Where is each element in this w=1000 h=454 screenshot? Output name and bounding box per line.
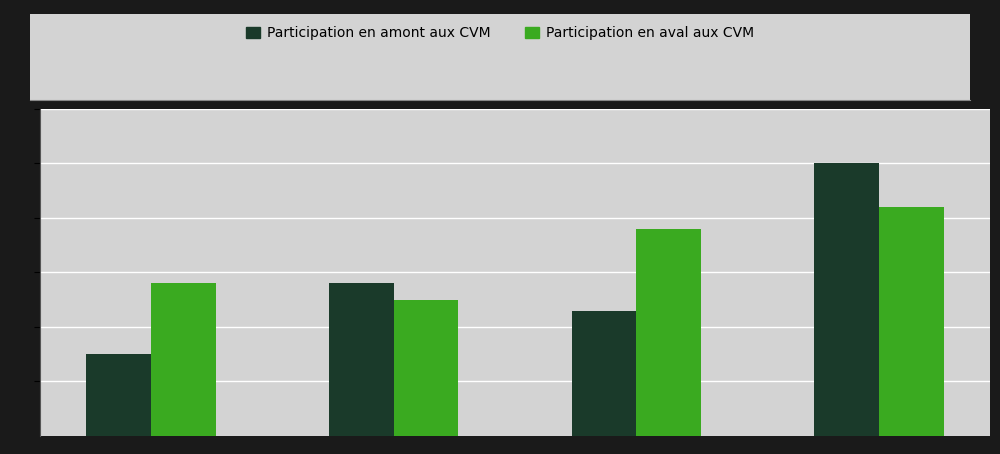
Bar xyxy=(879,207,944,436)
Bar xyxy=(636,229,701,436)
Legend: Participation en amont aux CVM, Participation en aval aux CVM: Participation en amont aux CVM, Particip… xyxy=(240,20,760,46)
Bar xyxy=(86,354,151,436)
Bar xyxy=(572,311,636,436)
Bar xyxy=(394,300,458,436)
Bar xyxy=(329,283,394,436)
Bar xyxy=(814,163,879,436)
Bar xyxy=(151,283,216,436)
